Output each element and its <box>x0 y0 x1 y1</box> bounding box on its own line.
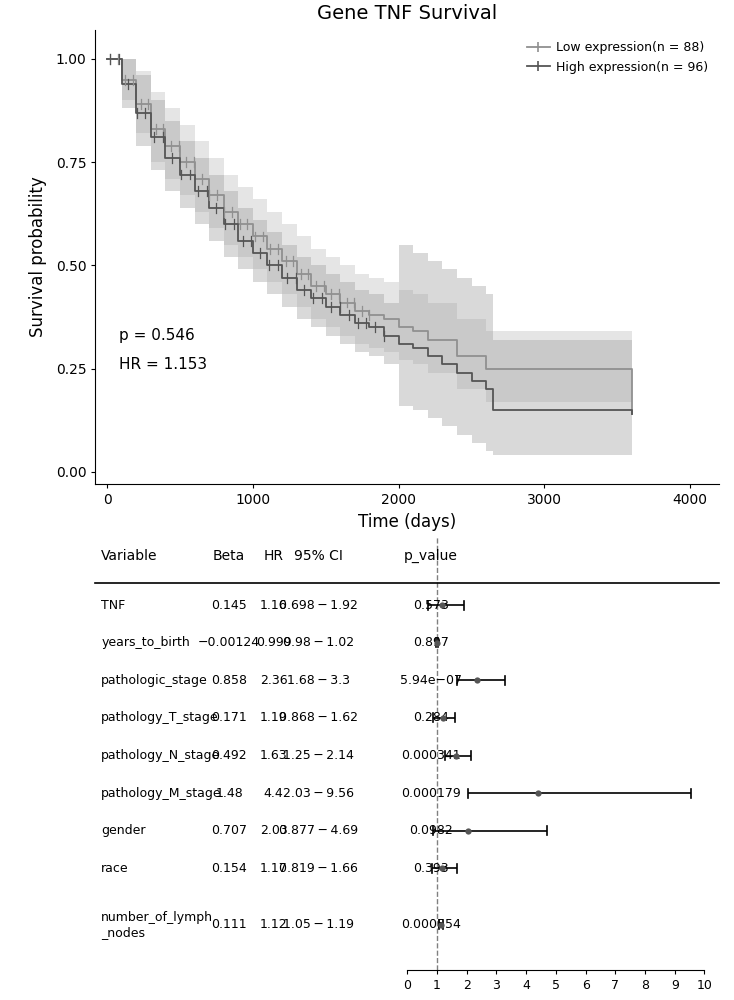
Text: −0.00124: −0.00124 <box>198 636 260 649</box>
Text: 0.111: 0.111 <box>211 918 247 931</box>
Text: 5.94e−07: 5.94e−07 <box>400 674 462 687</box>
Text: 1.19: 1.19 <box>260 711 288 724</box>
Text: 1.16: 1.16 <box>260 599 288 612</box>
Text: 0.000179: 0.000179 <box>401 787 461 800</box>
Y-axis label: Survival probability: Survival probability <box>29 177 47 337</box>
Text: pathology_T_stage: pathology_T_stage <box>101 711 219 724</box>
Text: 0.999: 0.999 <box>256 636 291 649</box>
Text: 0.707: 0.707 <box>211 824 247 837</box>
Text: 0.393: 0.393 <box>413 862 449 875</box>
X-axis label: Time (days): Time (days) <box>358 513 457 531</box>
Text: 0.819 − 1.66: 0.819 − 1.66 <box>279 862 357 875</box>
Text: 0.171: 0.171 <box>211 711 247 724</box>
Text: 0.000554: 0.000554 <box>401 918 461 931</box>
Legend: Low expression(n = 88), High expression(n = 96): Low expression(n = 88), High expression(… <box>522 36 713 79</box>
Text: 2.03: 2.03 <box>260 824 288 837</box>
Text: 0.858: 0.858 <box>211 674 247 687</box>
Text: 0.897: 0.897 <box>413 636 449 649</box>
Text: number_of_lymph
_nodes: number_of_lymph _nodes <box>101 911 214 939</box>
Text: 0.698 − 1.92: 0.698 − 1.92 <box>279 599 357 612</box>
Text: 0.573: 0.573 <box>413 599 449 612</box>
Text: pathology_N_stage: pathology_N_stage <box>101 749 221 762</box>
Text: 1.05 − 1.19: 1.05 − 1.19 <box>283 918 354 931</box>
Text: years_to_birth: years_to_birth <box>101 636 190 649</box>
Text: pathology_M_stage: pathology_M_stage <box>101 787 222 800</box>
Text: p_value: p_value <box>404 549 458 563</box>
Text: 95% CI: 95% CI <box>294 549 343 563</box>
Text: race: race <box>101 862 129 875</box>
Text: Variable: Variable <box>101 549 158 563</box>
Text: 0.492: 0.492 <box>211 749 247 762</box>
Text: 0.284: 0.284 <box>413 711 449 724</box>
Text: p = 0.546: p = 0.546 <box>119 328 195 343</box>
Text: HR = 1.153: HR = 1.153 <box>119 357 207 372</box>
Text: gender: gender <box>101 824 146 837</box>
Text: 0.98 − 1.02: 0.98 − 1.02 <box>283 636 354 649</box>
Text: 1.63: 1.63 <box>260 749 288 762</box>
Text: 0.154: 0.154 <box>211 862 247 875</box>
Text: 0.145: 0.145 <box>211 599 247 612</box>
Text: 1.68 − 3.3: 1.68 − 3.3 <box>287 674 349 687</box>
Text: 2.36: 2.36 <box>260 674 288 687</box>
Text: 0.0982: 0.0982 <box>410 824 453 837</box>
Text: 2.03 − 9.56: 2.03 − 9.56 <box>283 787 354 800</box>
Text: 1.25 − 2.14: 1.25 − 2.14 <box>283 749 354 762</box>
Text: pathologic_stage: pathologic_stage <box>101 674 208 687</box>
Text: 1.48: 1.48 <box>215 787 243 800</box>
Text: 0.877 − 4.69: 0.877 − 4.69 <box>279 824 357 837</box>
Title: Gene TNF Survival: Gene TNF Survival <box>317 4 498 23</box>
Text: TNF: TNF <box>101 599 126 612</box>
Text: HR: HR <box>264 549 283 563</box>
Text: 4.4: 4.4 <box>264 787 283 800</box>
Text: 0.000341: 0.000341 <box>401 749 461 762</box>
Text: Beta: Beta <box>213 549 245 563</box>
Text: 1.17: 1.17 <box>260 862 288 875</box>
Text: 0.868 − 1.62: 0.868 − 1.62 <box>279 711 357 724</box>
Text: 1.12: 1.12 <box>260 918 288 931</box>
